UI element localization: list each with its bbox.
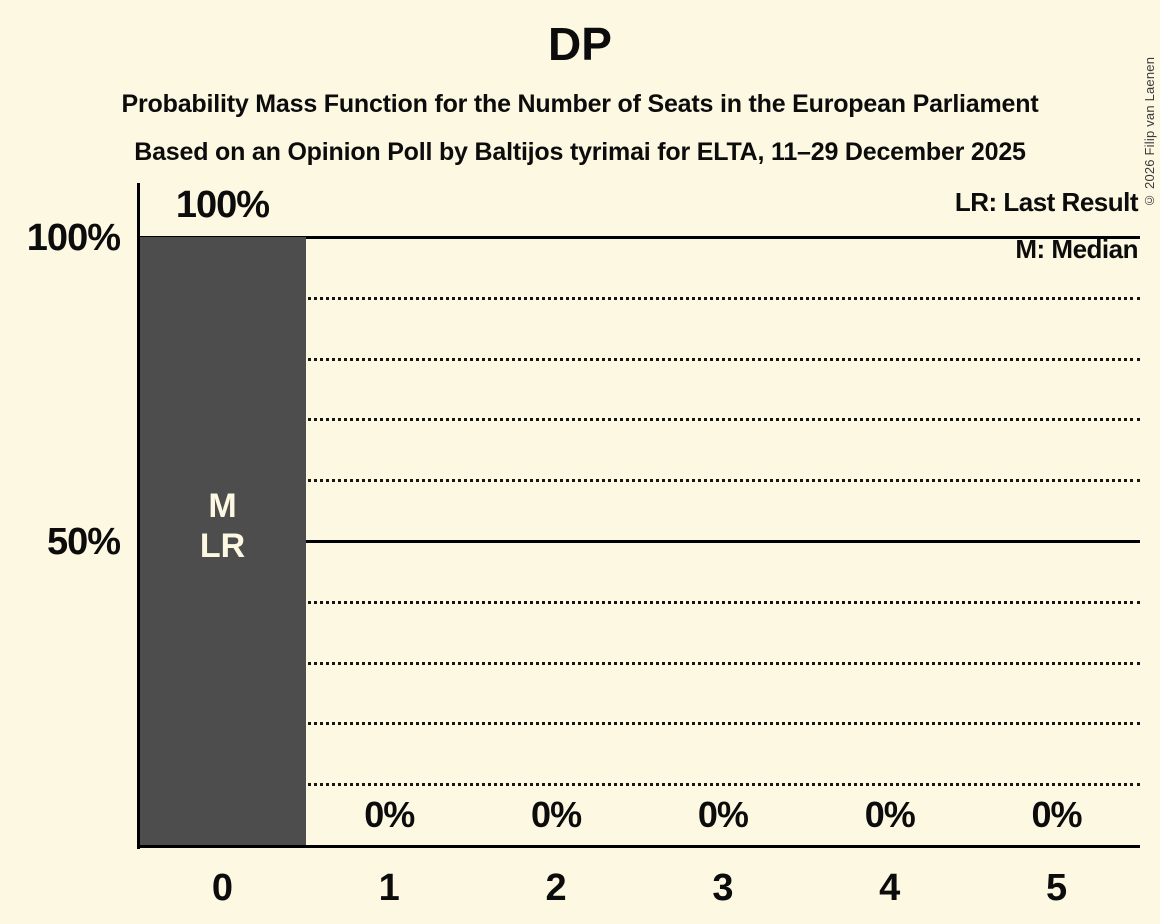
ytick-label-50: 50% [46, 521, 121, 563]
chart-subtitle-line1: Probability Mass Function for the Number… [121, 90, 1039, 118]
xtick-label-1: 1 [378, 867, 400, 909]
plot-area: M LR 100% 0% 0% 0% 0% 0% [137, 183, 1140, 849]
gridline-80pct [139, 358, 1140, 361]
bar-value-label-seats-0: 100% [175, 184, 270, 226]
gridline-30pct [139, 662, 1140, 665]
xtick-label-5: 5 [1045, 867, 1068, 909]
value-label-spacer-seats-0 [139, 793, 306, 837]
xtick-label-0: 0 [211, 867, 233, 909]
xtick-label-4: 4 [879, 867, 901, 909]
copyright-text: © 2026 Filip van Laenen [1142, 56, 1157, 208]
gridline-90pct [139, 297, 1140, 300]
gridline-50pct [139, 540, 1140, 543]
bar-annotation-median-lastresult: M LR [139, 486, 306, 566]
median-marker: M [208, 487, 237, 525]
gridline-60pct [139, 479, 1140, 482]
gridline-40pct [139, 601, 1140, 604]
chart-title: DP [548, 18, 612, 70]
legend-median: M: Median [1015, 234, 1138, 264]
last-result-marker: LR [199, 527, 246, 565]
legend-last-result: LR: Last Result [954, 187, 1139, 217]
chart-subtitle-line2: Based on an Opinion Poll by Baltijos tyr… [134, 138, 1026, 166]
zero-value-labels-row: 0% 0% 0% 0% 0% [139, 793, 1140, 837]
y-axis-line [137, 183, 140, 849]
xtick-label-3: 3 [712, 867, 734, 909]
ytick-label-100: 100% [26, 217, 121, 259]
x-axis-line [137, 845, 1140, 848]
x-axis-labels: 0 1 2 3 4 5 [139, 866, 1140, 910]
value-label-seats-3: 0% [697, 794, 749, 835]
bar-seats-0: M LR [139, 237, 306, 846]
value-label-seats-5: 0% [1031, 794, 1083, 835]
gridline-70pct [139, 418, 1140, 421]
gridline-100pct [139, 236, 1140, 239]
value-label-seats-1: 0% [364, 794, 415, 835]
value-label-seats-4: 0% [864, 794, 916, 835]
gridline-10pct [139, 783, 1140, 786]
xtick-label-2: 2 [545, 867, 567, 909]
gridline-20pct [139, 722, 1140, 725]
value-label-seats-2: 0% [531, 794, 582, 835]
